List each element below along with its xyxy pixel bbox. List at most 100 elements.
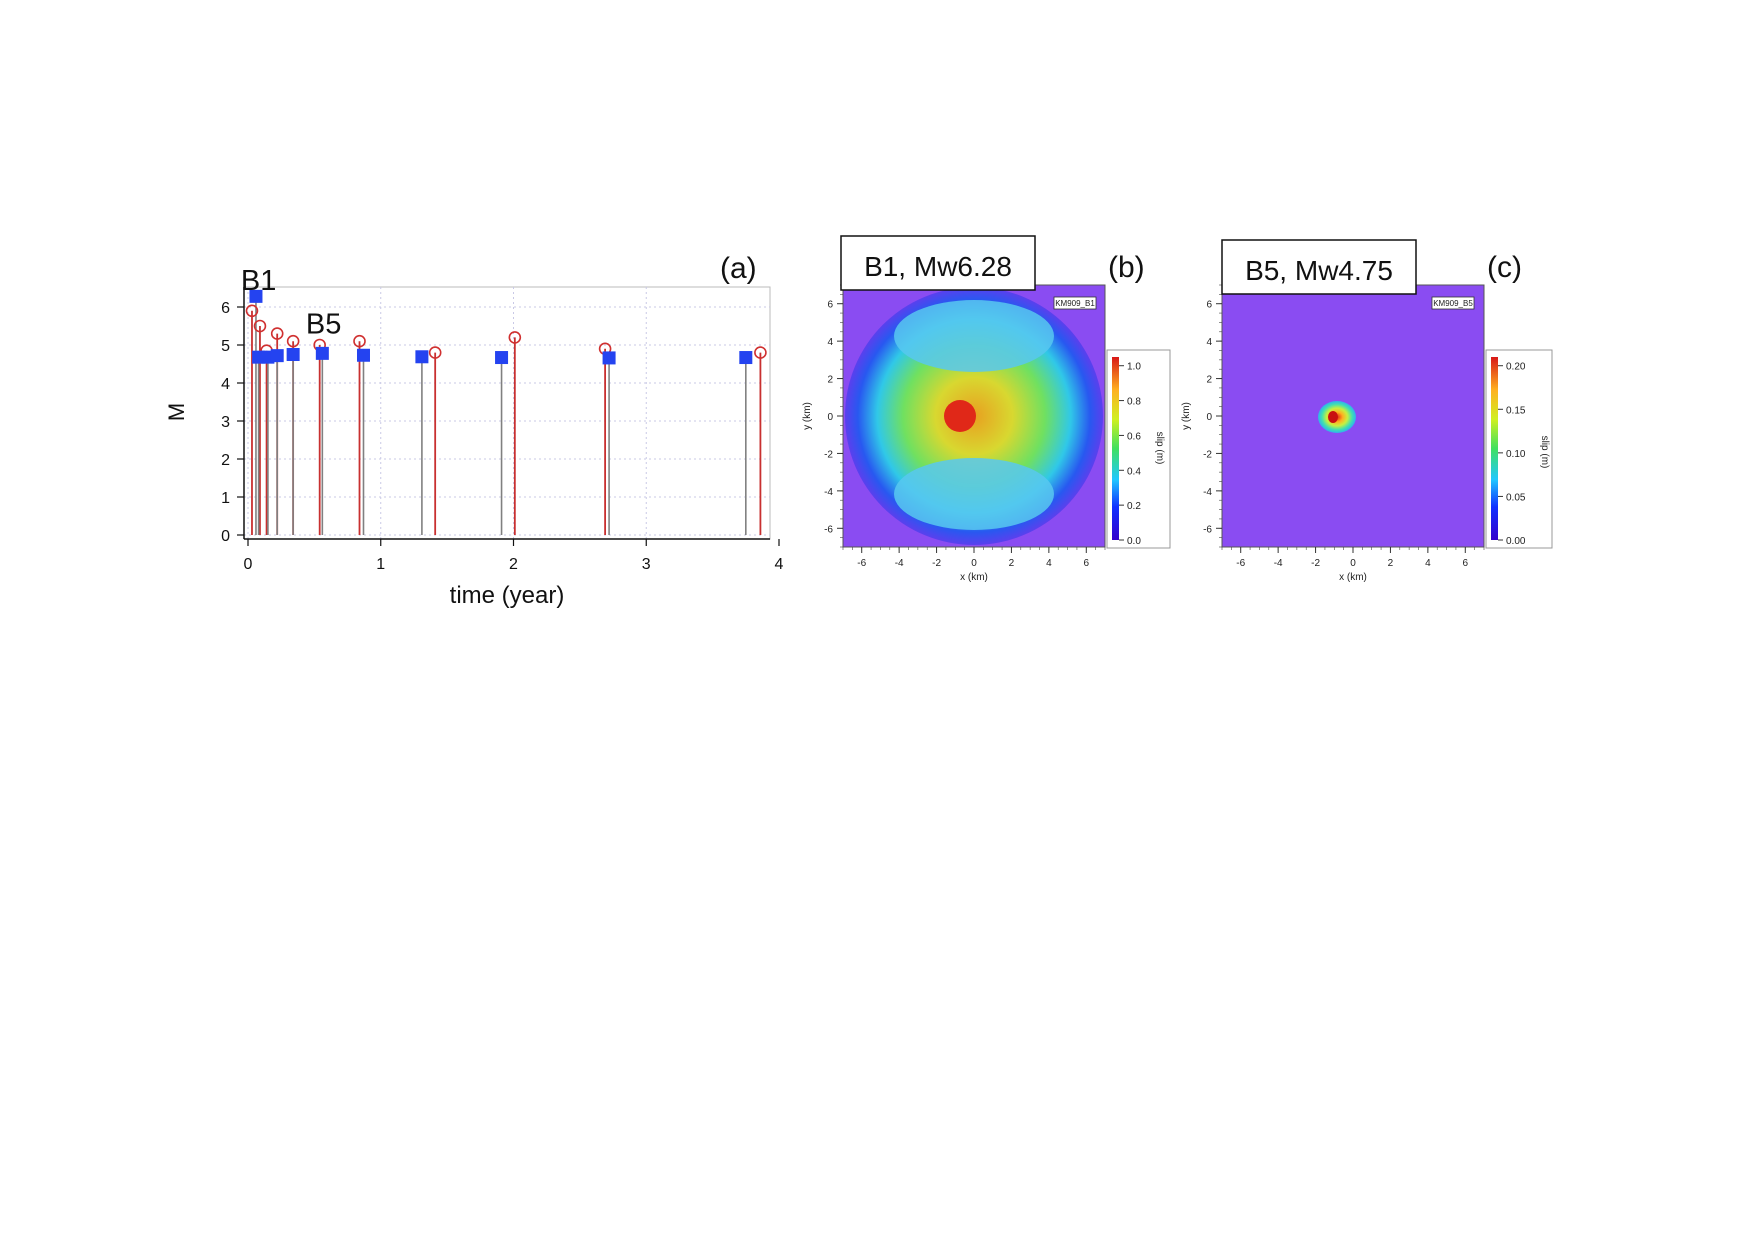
red-circle-marker	[245, 304, 259, 318]
panel-c-title-box	[1221, 239, 1417, 295]
colorbar-tick-label: 0.0	[1127, 536, 1141, 547]
red-circle-marker	[754, 346, 767, 359]
panel-b-tag: KM909_B1	[1055, 299, 1095, 308]
panel-a-blue-square-markers	[249, 289, 753, 365]
panel-b-peak-slip-patch	[944, 400, 976, 432]
blue-square-marker	[495, 351, 509, 365]
y-tick-label: 5	[221, 338, 230, 355]
red-circle-marker	[508, 331, 522, 344]
panel-a-gray-stems	[255, 296, 747, 535]
y-tick-label: -2	[1203, 449, 1212, 460]
x-tick-label: 6	[1084, 558, 1090, 569]
x-tick-label: 0	[1350, 558, 1356, 569]
panel-c-slip-map: -6 -4 -2 0 2 4 6 6 4 2 0 -2 -4 -6 x (km) y (km) KM90…	[1181, 239, 1553, 583]
x-tick-label: 2	[509, 556, 518, 573]
panel-a-x-axis-label: time (year)	[450, 582, 565, 609]
y-tick-label: 4	[221, 376, 230, 393]
red-circle-marker	[428, 346, 442, 359]
panel-c-title: B5, Mw4.75	[1245, 255, 1393, 286]
x-tick-label: 2	[1388, 558, 1394, 569]
annotation-b5: B5	[306, 309, 341, 341]
panel-a-y-tick-labels: 0 1 2 3 4 5 6	[221, 300, 230, 545]
colorbar-tick-label: 0.15	[1506, 405, 1526, 416]
colorbar-tick-label: 0.05	[1506, 492, 1526, 503]
panel-a-x-tick-labels: 0 1 2 3 4	[244, 556, 784, 573]
panel-c-colorbar-ticks: 0.20 0.15 0.10 0.05 0.00	[1498, 362, 1526, 547]
y-tick-label: -4	[1203, 487, 1212, 498]
panel-b-colorbar-ticks: 1.0 0.8 0.6 0.4 0.2 0.0	[1119, 362, 1141, 547]
y-tick-label: -6	[1203, 524, 1212, 535]
panel-b-label: (b)	[1108, 251, 1145, 284]
x-tick-label: 0	[971, 558, 977, 569]
y-tick-label: 4	[1206, 337, 1212, 348]
annotation-b1: B1	[241, 265, 276, 297]
x-tick-label: 0	[244, 556, 253, 573]
x-tick-label: -6	[1236, 558, 1245, 569]
blue-square-marker	[315, 346, 329, 360]
y-tick-label: 3	[221, 414, 230, 431]
y-tick-label: 6	[827, 300, 833, 311]
colorbar-tick-label: 0.20	[1506, 362, 1526, 373]
colorbar-tick-label: 0.00	[1506, 536, 1526, 547]
panel-b-x-tick-labels: -6 -4 -2 0 2 4 6	[842, 547, 1106, 569]
panel-b-title: B1, Mw6.28	[864, 251, 1012, 282]
blue-square-marker	[356, 348, 370, 362]
panel-c-x-tick-labels: -6 -4 -2 0 2 4 6	[1221, 547, 1485, 569]
panel-a-stem-chart: 0 1 2 3 4 0 1 2 3 4 5 6 time (year) M (a) B1 B5	[164, 252, 784, 609]
y-tick-label: 1	[221, 490, 230, 507]
blue-square-marker	[249, 289, 263, 303]
x-tick-label: -4	[895, 558, 904, 569]
panel-a-grid	[244, 287, 770, 539]
x-tick-label: -6	[857, 558, 866, 569]
panel-b-colorbar-label: slip (m)	[1154, 432, 1165, 465]
x-tick-label: -2	[1311, 558, 1320, 569]
y-tick-label: -2	[824, 449, 833, 460]
panel-b-lower-lobe	[894, 458, 1054, 530]
x-tick-label: -4	[1274, 558, 1283, 569]
x-tick-label: 3	[642, 556, 651, 573]
y-tick-label: -6	[824, 524, 833, 535]
y-tick-label: 6	[1206, 300, 1212, 311]
panel-a-axes	[237, 287, 780, 546]
y-tick-label: 6	[221, 300, 230, 317]
colorbar-tick-label: 1.0	[1127, 362, 1141, 373]
blue-square-marker	[739, 351, 753, 365]
panel-c-y-tick-labels: 6 4 2 0 -2 -4 -6	[1203, 284, 1222, 548]
panel-b-y-axis-label: y (km)	[802, 402, 813, 430]
blue-square-marker	[602, 351, 616, 365]
panel-c-colorbar	[1491, 357, 1498, 540]
red-circle-marker	[270, 327, 284, 340]
panel-c-y-axis-label: y (km)	[1181, 402, 1192, 430]
y-tick-label: 2	[221, 452, 230, 469]
y-tick-label: 0	[827, 412, 833, 423]
y-tick-label: -4	[824, 487, 833, 498]
x-tick-label: 4	[1425, 558, 1431, 569]
colorbar-tick-label: 0.2	[1127, 501, 1141, 512]
panel-c-tag-box	[1431, 296, 1475, 310]
colorbar-tick-label: 0.4	[1127, 466, 1141, 477]
red-circle-marker	[353, 334, 366, 348]
panel-c-tag: KM909_B5	[1433, 299, 1473, 308]
panel-c-colorbar-label: slip (m)	[1539, 436, 1550, 469]
colorbar-tick-label: 0.10	[1506, 449, 1526, 460]
panel-b-slip-map: -6 -4 -2 0 2 4 6 6 4 2 0 -2 -4 -6 x (km) y (km) KM90…	[802, 235, 1171, 583]
panel-b-y-tick-labels: 6 4 2 0 -2 -4 -6	[824, 284, 843, 548]
y-tick-label: 2	[827, 375, 833, 386]
blue-square-marker	[270, 349, 284, 363]
panel-c-label: (c)	[1487, 251, 1522, 284]
panel-c-peak-slip-patch	[1328, 411, 1338, 423]
x-tick-label: -2	[932, 558, 941, 569]
panel-b-tag-box	[1053, 296, 1097, 310]
y-tick-label: 0	[1206, 412, 1212, 423]
x-tick-label: 4	[775, 556, 784, 573]
x-tick-label: 1	[376, 556, 385, 573]
y-tick-label: 0	[221, 528, 230, 545]
panel-a-red-stems	[251, 310, 762, 535]
panel-b-upper-lobe	[894, 300, 1054, 372]
x-tick-label: 4	[1046, 558, 1052, 569]
blue-square-marker	[415, 350, 429, 364]
panel-b-x-axis-label: x (km)	[960, 572, 988, 583]
y-tick-label: 2	[1206, 375, 1212, 386]
panel-a-label: (a)	[720, 252, 757, 285]
